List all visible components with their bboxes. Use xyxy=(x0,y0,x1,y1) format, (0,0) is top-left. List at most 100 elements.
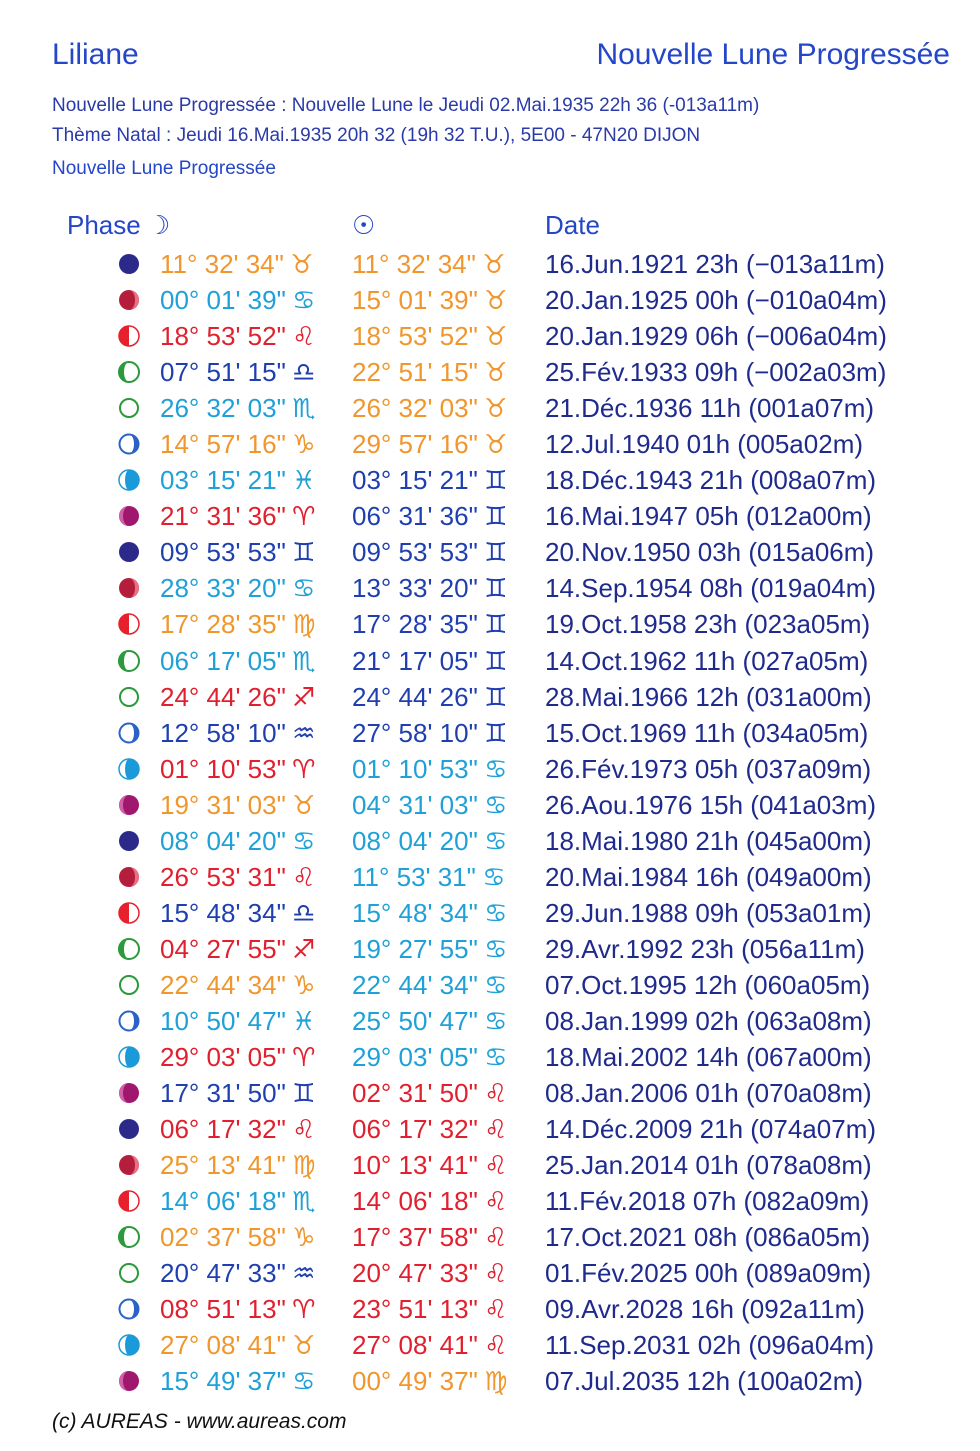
phase-date: 29.Jun.1988 09h (053a01m) xyxy=(545,897,872,928)
moon-phase-first-quarter-icon xyxy=(118,613,140,636)
moon-phase-new-icon xyxy=(119,254,139,274)
sun-zodiac-sign-icon: ♌︎ xyxy=(484,1258,508,1289)
table-row: 10° 50' 47" ♓︎ 25° 50' 47" ♋︎ 08.Jan.1999 02… xyxy=(0,1003,980,1039)
sun-degree: 06° 17' 32" xyxy=(352,1114,478,1145)
moon-zodiac-sign-icon: ♈︎ xyxy=(292,753,316,784)
phase-date: 08.Jan.1999 02h (063a08m) xyxy=(545,1005,872,1036)
phase-date: 20.Nov.1950 03h (015a06m) xyxy=(545,537,875,568)
table-row: 17° 31' 50" ♊︎ 02° 31' 50" ♌︎ 08.Jan.2006 01… xyxy=(0,1075,980,1111)
moon-degree: 14° 06' 18" xyxy=(160,1186,286,1217)
sun-position: 17° 28' 35" ♊︎ xyxy=(352,606,508,642)
sun-position: 13° 33' 20" ♊︎ xyxy=(352,570,508,606)
sun-position: 17° 37' 58" ♌︎ xyxy=(352,1219,508,1255)
sun-position: 06° 31' 36" ♊︎ xyxy=(352,498,508,534)
moon-phase-balsamic-icon xyxy=(119,506,139,527)
sun-zodiac-sign-icon: ♉︎ xyxy=(482,249,506,279)
moon-position: 15° 49' 37" ♋︎ xyxy=(160,1363,316,1399)
moon-zodiac-sign-icon: ♑︎ xyxy=(292,429,316,460)
moon-zodiac-sign-icon: ♋︎ xyxy=(292,1366,316,1397)
moon-degree: 15° 49' 37" xyxy=(160,1366,286,1397)
phase-date: 18.Déc.1943 21h (008a07m) xyxy=(545,465,877,496)
sun-zodiac-sign-icon: ♉︎ xyxy=(484,429,508,460)
moon-position: 20° 47' 33" ♒︎ xyxy=(160,1255,316,1291)
moon-position: 22° 44' 34" ♑︎ xyxy=(160,967,316,1003)
moon-position: 12° 58' 10" ♒︎ xyxy=(160,715,316,751)
sun-position: 22° 51' 15" ♉︎ xyxy=(352,354,508,390)
phase-date: 07.Jul.2035 12h (100a02m) xyxy=(545,1366,864,1397)
moon-position: 21° 31' 36" ♈︎ xyxy=(160,498,316,534)
table-row: 22° 44' 34" ♑︎ 22° 44' 34" ♋︎ 07.Oct.1995 12… xyxy=(0,967,980,1003)
table-row: 07° 51' 15" ♎︎ 22° 51' 15" ♉︎ 25.Fév.1933 09… xyxy=(0,354,980,390)
moon-zodiac-sign-icon: ♓︎ xyxy=(292,465,316,496)
sun-degree: 18° 53' 52" xyxy=(352,321,478,352)
moon-phase-disseminating-icon xyxy=(118,433,140,455)
table-row: 26° 53' 31" ♌︎ 11° 53' 31" ♋︎ 20.Mai.1984 16… xyxy=(0,859,980,895)
moon-phase-full-icon xyxy=(119,1263,139,1284)
sun-position: 19° 27' 55" ♋︎ xyxy=(352,931,508,967)
moon-phase-last-quarter-icon xyxy=(118,1046,140,1068)
sun-zodiac-sign-icon: ♌︎ xyxy=(484,1150,508,1181)
sun-degree: 24° 44' 26" xyxy=(352,681,478,712)
moon-degree: 09° 53' 53" xyxy=(160,537,286,568)
sun-zodiac-sign-icon: ♌︎ xyxy=(484,1294,508,1325)
table-row: 26° 32' 03" ♏︎ 26° 32' 03" ♉︎ 21.Déc.1936 11… xyxy=(0,390,980,426)
table-row: 21° 31' 36" ♈︎ 06° 31' 36" ♊︎ 16.Mai.1947 05… xyxy=(0,498,980,534)
sun-position: 29° 03' 05" ♋︎ xyxy=(352,1039,508,1075)
phase-date: 16.Mai.1947 05h (012a00m) xyxy=(545,501,872,532)
moon-phase-new-icon xyxy=(119,542,139,563)
phase-date: 11.Fév.2018 07h (082a09m) xyxy=(545,1186,870,1217)
sun-degree: 25° 50' 47" xyxy=(352,1005,478,1036)
sun-zodiac-sign-icon: ♋︎ xyxy=(484,897,508,928)
moon-degree: 25° 13' 41" xyxy=(160,1150,286,1181)
table-row: 14° 57' 16" ♑︎ 29° 57' 16" ♉︎ 12.Jul.1940 01… xyxy=(0,426,980,462)
moon-degree: 17° 31' 50" xyxy=(160,1078,286,1109)
moon-zodiac-sign-icon: ♍︎ xyxy=(292,1150,316,1181)
moon-position: 15° 48' 34" ♎︎ xyxy=(160,895,316,931)
phase-date: 08.Jan.2006 01h (070a08m) xyxy=(545,1078,872,1109)
table-row: 12° 58' 10" ♒︎ 27° 58' 10" ♊︎ 15.Oct.1969 11… xyxy=(0,715,980,751)
moon-position: 26° 32' 03" ♏︎ xyxy=(160,390,316,426)
sun-position: 20° 47' 33" ♌︎ xyxy=(352,1255,508,1291)
sun-degree: 27° 58' 10" xyxy=(352,717,478,748)
sun-degree: 08° 04' 20" xyxy=(352,825,478,856)
page-title: Nouvelle Lune Progressée xyxy=(596,38,950,71)
sun-zodiac-sign-icon: ♊︎ xyxy=(484,537,508,568)
moon-position: 08° 04' 20" ♋︎ xyxy=(160,823,316,859)
column-header-phase: Phase xyxy=(67,210,141,240)
moon-zodiac-sign-icon: ♋︎ xyxy=(292,825,316,856)
phase-date: 18.Mai.2002 14h (067a00m) xyxy=(545,1042,872,1073)
phase-date: 14.Oct.1962 11h (027a05m) xyxy=(545,645,869,676)
moon-position: 06° 17' 32" ♌︎ xyxy=(160,1111,316,1147)
moon-zodiac-sign-icon: ♋︎ xyxy=(292,285,316,316)
moon-position: 19° 31' 03" ♉︎ xyxy=(160,787,316,823)
table-row: 06° 17' 05" ♏︎ 21° 17' 05" ♊︎ 14.Oct.1962 11… xyxy=(0,643,980,679)
sun-degree: 15° 48' 34" xyxy=(352,897,478,928)
moon-phase-first-quarter-icon xyxy=(118,1190,140,1212)
sun-position: 14° 06' 18" ♌︎ xyxy=(352,1183,508,1219)
sun-degree: 23° 51' 13" xyxy=(352,1294,478,1325)
moon-degree: 21° 31' 36" xyxy=(160,501,286,532)
sun-zodiac-sign-icon: ♋︎ xyxy=(484,933,508,964)
table-row: 19° 31' 03" ♉︎ 04° 31' 03" ♋︎ 26.Aou.1976 15… xyxy=(0,787,980,823)
moon-degree: 03° 15' 21" xyxy=(160,465,286,496)
sun-position: 04° 31' 03" ♋︎ xyxy=(352,787,508,823)
moon-degree: 26° 32' 03" xyxy=(160,393,286,424)
moon-zodiac-sign-icon: ♌︎ xyxy=(292,1114,316,1145)
moon-position: 14° 06' 18" ♏︎ xyxy=(160,1183,316,1219)
sun-zodiac-sign-icon: ♊︎ xyxy=(484,645,508,676)
moon-phase-last-quarter-icon xyxy=(118,757,140,780)
moon-degree: 10° 50' 47" xyxy=(160,1005,286,1036)
sun-zodiac-sign-icon: ♉︎ xyxy=(484,285,508,316)
moon-zodiac-sign-icon: ♒︎ xyxy=(292,717,316,748)
sun-position: 24° 44' 26" ♊︎ xyxy=(352,679,508,715)
moon-zodiac-sign-icon: ♏︎ xyxy=(292,645,316,676)
moon-zodiac-sign-icon: ♊︎ xyxy=(292,537,316,568)
moon-position: 24° 44' 26" ♐︎ xyxy=(160,679,316,715)
sun-degree: 10° 13' 41" xyxy=(352,1150,478,1181)
moon-position: 25° 13' 41" ♍︎ xyxy=(160,1147,316,1183)
moon-position: 03° 15' 21" ♓︎ xyxy=(160,462,316,498)
chart-owner-name: Liliane xyxy=(52,38,139,71)
moon-phase-crescent-icon xyxy=(119,866,139,887)
sun-degree: 22° 44' 34" xyxy=(352,969,478,1000)
moon-zodiac-sign-icon: ♐︎ xyxy=(292,933,316,964)
